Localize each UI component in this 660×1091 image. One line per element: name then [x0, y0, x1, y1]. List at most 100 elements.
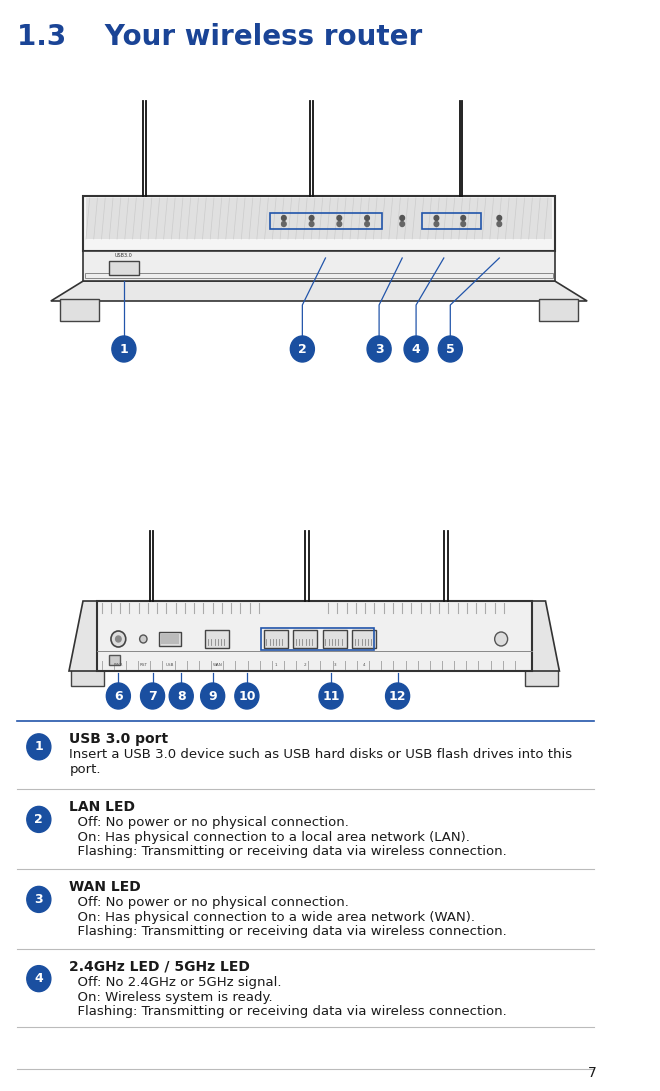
- Text: Flashing: Transmitting or receiving data via wireless connection.: Flashing: Transmitting or receiving data…: [69, 925, 507, 938]
- Circle shape: [461, 216, 465, 220]
- Text: port.: port.: [69, 763, 101, 776]
- Text: USB: USB: [166, 663, 174, 667]
- Text: 7: 7: [148, 690, 157, 703]
- Bar: [83, 196, 555, 251]
- Circle shape: [27, 886, 51, 912]
- Text: 1.3    Your wireless router: 1.3 Your wireless router: [16, 23, 422, 51]
- Bar: [422, 213, 480, 229]
- Polygon shape: [69, 601, 97, 671]
- Circle shape: [27, 806, 51, 832]
- Text: 4: 4: [34, 972, 43, 985]
- Text: RST: RST: [139, 663, 147, 667]
- Circle shape: [310, 216, 314, 220]
- Circle shape: [461, 221, 465, 227]
- Bar: [323, 630, 346, 648]
- Bar: [525, 668, 558, 686]
- Text: 5: 5: [446, 343, 455, 356]
- Circle shape: [495, 632, 508, 646]
- Bar: [109, 655, 120, 666]
- Text: 1: 1: [119, 343, 128, 356]
- Text: 8: 8: [177, 690, 185, 703]
- Circle shape: [27, 734, 51, 759]
- Circle shape: [337, 216, 342, 220]
- Text: Flashing: Transmitting or receiving data via wireless connection.: Flashing: Transmitting or receiving data…: [69, 1005, 507, 1018]
- Text: 7: 7: [587, 1066, 597, 1080]
- Text: 11: 11: [322, 690, 340, 703]
- Circle shape: [400, 221, 405, 227]
- Circle shape: [282, 216, 286, 220]
- Bar: [293, 630, 317, 648]
- Bar: [205, 630, 229, 648]
- Text: WAN LED: WAN LED: [69, 880, 141, 894]
- Polygon shape: [51, 281, 587, 301]
- Text: 3: 3: [34, 892, 43, 906]
- Text: 4: 4: [412, 343, 420, 356]
- Bar: [270, 213, 382, 229]
- Text: Off: No 2.4GHz or 5GHz signal.: Off: No 2.4GHz or 5GHz signal.: [69, 976, 282, 990]
- Circle shape: [365, 216, 370, 220]
- Bar: [83, 251, 555, 281]
- Circle shape: [367, 336, 391, 362]
- Text: On: Has physical connection to a local area network (LAN).: On: Has physical connection to a local a…: [69, 830, 470, 843]
- Circle shape: [365, 221, 370, 227]
- Text: WAN: WAN: [213, 663, 222, 667]
- Text: USB3.0: USB3.0: [115, 253, 133, 257]
- Circle shape: [337, 221, 342, 227]
- Text: 3: 3: [333, 663, 336, 667]
- Bar: [352, 630, 376, 648]
- Text: Off: No power or no physical connection.: Off: No power or no physical connection.: [69, 816, 349, 829]
- Circle shape: [112, 336, 136, 362]
- Circle shape: [310, 221, 314, 227]
- Circle shape: [438, 336, 462, 362]
- Bar: [263, 630, 288, 648]
- Circle shape: [400, 216, 405, 220]
- Circle shape: [434, 221, 439, 227]
- Text: 1: 1: [34, 741, 43, 754]
- Circle shape: [434, 216, 439, 220]
- Bar: [85, 273, 553, 278]
- Circle shape: [111, 631, 126, 647]
- Circle shape: [140, 635, 147, 643]
- Text: 10: 10: [238, 690, 255, 703]
- Text: On: Has physical connection to a wide area network (WAN).: On: Has physical connection to a wide ar…: [69, 911, 475, 923]
- Circle shape: [319, 683, 343, 709]
- Circle shape: [169, 683, 193, 709]
- Text: 2: 2: [34, 813, 43, 826]
- Text: 4: 4: [363, 663, 366, 667]
- Polygon shape: [532, 601, 560, 671]
- Text: Flashing: Transmitting or receiving data via wireless connection.: Flashing: Transmitting or receiving data…: [69, 846, 507, 858]
- Text: 2: 2: [298, 343, 307, 356]
- Bar: [97, 601, 532, 671]
- Circle shape: [290, 336, 314, 362]
- Circle shape: [235, 683, 259, 709]
- Bar: [159, 632, 182, 646]
- Bar: [86, 197, 552, 239]
- Text: 2.4GHz LED / 5GHz LED: 2.4GHz LED / 5GHz LED: [69, 960, 250, 974]
- Bar: [261, 628, 374, 650]
- Text: Off: No power or no physical connection.: Off: No power or no physical connection.: [69, 896, 349, 909]
- Circle shape: [497, 216, 502, 220]
- Text: 2: 2: [304, 663, 306, 667]
- Circle shape: [404, 336, 428, 362]
- Circle shape: [141, 683, 164, 709]
- Text: 6: 6: [114, 690, 123, 703]
- Text: PWR: PWR: [114, 663, 123, 667]
- Circle shape: [201, 683, 224, 709]
- Circle shape: [497, 221, 502, 227]
- Bar: [60, 299, 99, 321]
- Bar: [109, 261, 139, 275]
- Text: Insert a USB 3.0 device such as USB hard disks or USB flash drives into this: Insert a USB 3.0 device such as USB hard…: [69, 748, 572, 762]
- Text: USB 3.0 port: USB 3.0 port: [69, 732, 168, 746]
- Bar: [161, 634, 180, 644]
- Circle shape: [106, 683, 131, 709]
- Text: On: Wireless system is ready.: On: Wireless system is ready.: [69, 991, 273, 1004]
- Text: 3: 3: [375, 343, 383, 356]
- Text: 1: 1: [275, 663, 277, 667]
- Bar: [71, 668, 104, 686]
- Circle shape: [282, 221, 286, 227]
- Bar: [539, 299, 578, 321]
- Circle shape: [27, 966, 51, 992]
- Text: LAN LED: LAN LED: [69, 800, 135, 814]
- Circle shape: [115, 636, 121, 642]
- Text: 9: 9: [209, 690, 217, 703]
